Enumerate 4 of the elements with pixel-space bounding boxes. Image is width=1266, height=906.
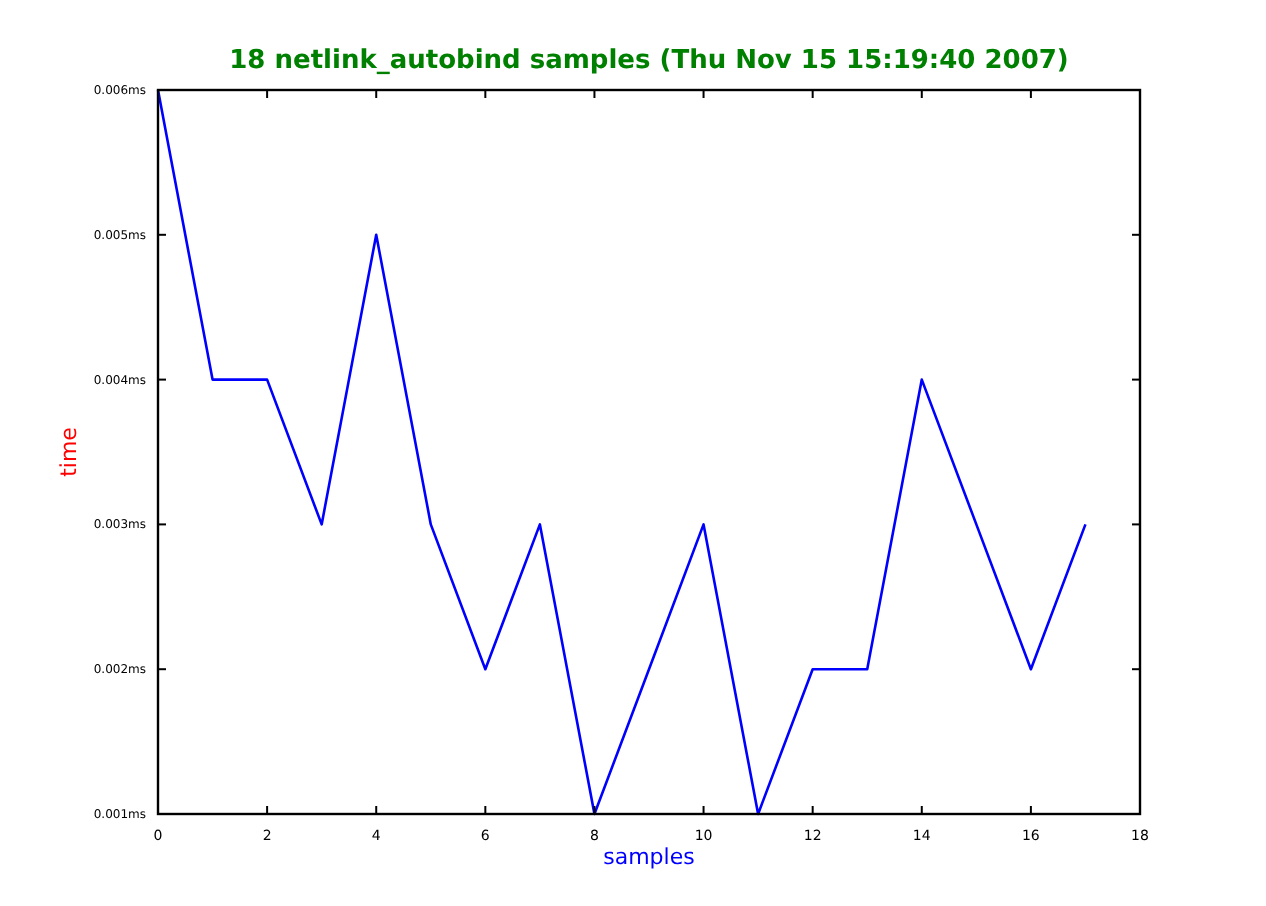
y-axis-title: time	[56, 426, 82, 477]
x-axis-title: samples	[603, 844, 696, 870]
line-series	[156, 88, 1087, 816]
chart-title: 18 netlink_autobind samples (Thu Nov 15 15:19:40 2007)	[229, 46, 1069, 76]
